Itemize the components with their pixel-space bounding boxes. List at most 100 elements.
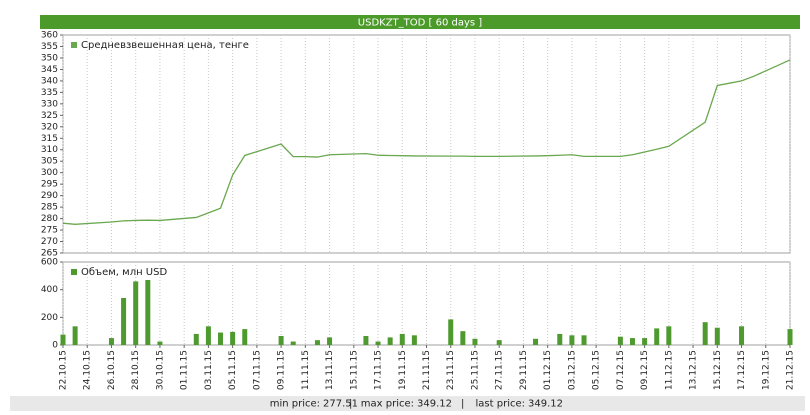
bar <box>145 279 151 345</box>
bar <box>666 326 672 345</box>
y-tick-label: 330 <box>41 99 58 109</box>
bar <box>617 336 623 345</box>
y-tick-label: 265 <box>41 249 58 259</box>
bar <box>375 341 381 345</box>
footer-min: 277.51 <box>323 399 358 410</box>
x-tick-label: 15.11.15 <box>349 350 359 390</box>
legend-swatch <box>71 269 77 275</box>
y-tick-label: 270 <box>41 237 58 247</box>
x-tick-label: 30.10.15 <box>155 350 165 390</box>
y-tick-label: 335 <box>41 88 58 98</box>
y-tick-label: 325 <box>41 111 58 121</box>
footer-last-label: last price: <box>476 399 525 410</box>
y-tick-label: 285 <box>41 203 58 213</box>
x-tick-label: 19.11.15 <box>398 350 408 390</box>
chart-title: USDKZT_TOD [ 60 days ] <box>358 18 483 29</box>
bar <box>581 335 587 345</box>
x-tick-label: 22.10.15 <box>59 350 69 390</box>
footer-max: 349.12 <box>417 399 452 410</box>
x-tick-label: 01.11.15 <box>180 350 190 390</box>
x-tick-label: 23.11.15 <box>446 350 456 390</box>
bar <box>460 331 466 345</box>
footer-bar <box>10 396 805 411</box>
y-tick-label: 345 <box>41 65 58 75</box>
bar <box>739 326 745 345</box>
bar <box>242 329 248 345</box>
separator: | <box>349 399 352 410</box>
bar <box>327 337 333 345</box>
x-tick-label: 17.12.15 <box>737 350 747 390</box>
y-tick-label: 295 <box>41 180 58 190</box>
x-tick-label: 09.11.15 <box>277 350 287 390</box>
bar <box>533 338 539 345</box>
title-bar <box>40 15 800 29</box>
bar <box>121 297 127 345</box>
x-tick-label: 05.12.15 <box>592 350 602 390</box>
x-tick-label: 03.11.15 <box>204 350 214 390</box>
y-tick-label: 0 <box>52 341 58 351</box>
bar <box>205 326 211 345</box>
x-tick-label: 11.11.15 <box>301 350 311 390</box>
bar <box>702 322 708 345</box>
x-tick-label: 03.12.15 <box>567 350 577 390</box>
bar <box>230 331 236 345</box>
x-tick-label: 29.11.15 <box>519 350 529 390</box>
x-tick-label: 01.12.15 <box>543 350 553 390</box>
bar <box>60 334 66 345</box>
bar <box>290 341 296 345</box>
bar <box>108 338 114 345</box>
y-tick-label: 350 <box>41 53 58 63</box>
bar <box>472 338 478 345</box>
footer-min-label: min price: <box>270 399 320 410</box>
separator: | <box>461 399 464 410</box>
bar <box>218 332 224 345</box>
x-tick-label: 19.12.15 <box>761 350 771 390</box>
bar <box>787 329 793 345</box>
x-tick-label: 11.12.15 <box>664 350 674 390</box>
bar <box>72 326 78 345</box>
bar <box>714 327 720 345</box>
y-tick-label: 600 <box>41 258 58 268</box>
x-tick-label: 09.12.15 <box>640 350 650 390</box>
bar <box>314 340 320 345</box>
x-tick-label: 07.11.15 <box>252 350 262 390</box>
bar <box>569 335 575 345</box>
legend-label: Средневзвешенная цена, тенге <box>81 40 249 51</box>
x-tick-label: 21.11.15 <box>422 350 432 390</box>
bar <box>629 338 635 345</box>
bar <box>411 335 417 345</box>
bar <box>193 333 199 345</box>
bar <box>557 333 563 345</box>
y-tick-label: 310 <box>41 145 58 155</box>
x-tick-label: 25.11.15 <box>470 350 480 390</box>
y-tick-label: 355 <box>41 42 58 52</box>
bar <box>387 337 393 345</box>
x-tick-label: 07.12.15 <box>616 350 626 390</box>
x-tick-label: 13.12.15 <box>689 350 699 390</box>
x-tick-label: 17.11.15 <box>374 350 384 390</box>
legend-swatch <box>71 42 77 48</box>
footer-last: 349.12 <box>528 399 563 410</box>
bar <box>399 333 405 345</box>
bar <box>363 336 369 345</box>
x-tick-label: 28.10.15 <box>131 350 141 390</box>
y-tick-label: 340 <box>41 76 58 86</box>
x-tick-label: 26.10.15 <box>107 350 117 390</box>
footer-max-label: max price: <box>361 399 414 410</box>
y-tick-label: 200 <box>41 313 58 323</box>
y-tick-label: 315 <box>41 134 58 144</box>
y-tick-label: 275 <box>41 226 58 236</box>
bar <box>448 319 454 345</box>
y-tick-label: 305 <box>41 157 58 167</box>
bar <box>654 328 660 345</box>
line <box>62 59 791 225</box>
bar <box>642 338 648 345</box>
x-tick-label: 24.10.15 <box>83 350 93 390</box>
bar <box>496 340 502 345</box>
bar <box>133 281 139 345</box>
y-tick-label: 290 <box>41 191 58 201</box>
y-tick-label: 320 <box>41 122 58 132</box>
x-tick-label: 15.12.15 <box>713 350 723 390</box>
y-tick-label: 360 <box>41 31 58 41</box>
